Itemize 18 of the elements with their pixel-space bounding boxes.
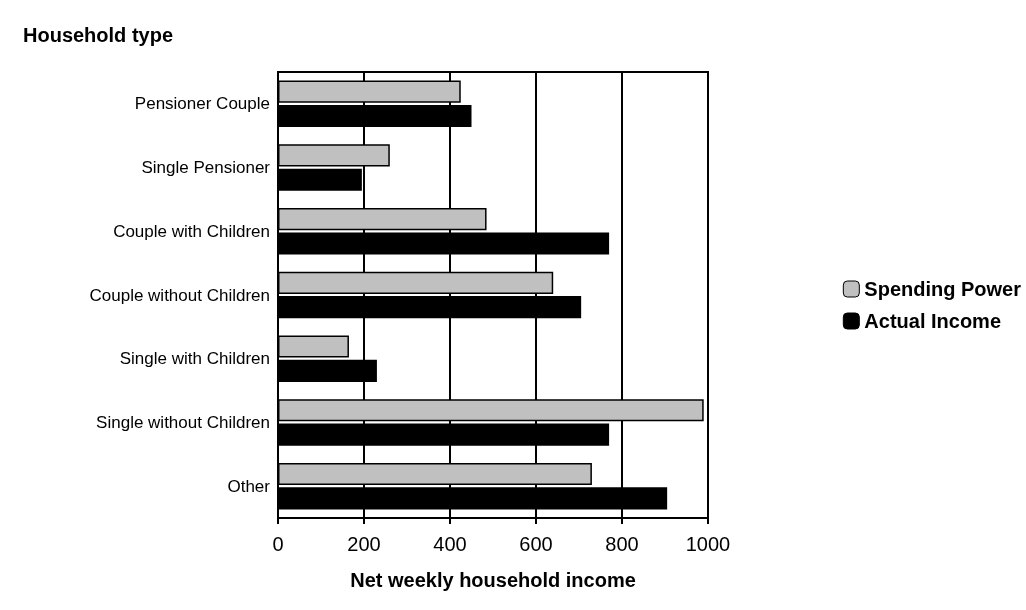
y-tick-label: Other: [227, 476, 271, 496]
y-tick-label: Couple with Children: [113, 221, 270, 241]
x-tick-label: 1000: [685, 533, 731, 555]
y-tick-label: Single Pensioner: [141, 158, 271, 178]
x-tick-label: 200: [347, 533, 381, 555]
x-axis-title: Net weekly household income: [350, 569, 636, 591]
x-tick-label: 800: [605, 533, 639, 555]
legend-label: Actual Income: [864, 310, 1002, 332]
y-tick-label: Couple without Children: [89, 285, 270, 305]
legend-label: Spending Power: [864, 278, 1022, 300]
y-axis-title: Household type: [23, 24, 174, 46]
y-tick-label: Single without Children: [96, 412, 270, 432]
y-tick-label: Pensioner Couple: [134, 94, 270, 114]
x-tick-label: 400: [433, 533, 467, 555]
y-tick-label: Single with Children: [119, 349, 270, 369]
x-tick-label: 0: [272, 533, 284, 555]
x-tick-label: 600: [519, 533, 553, 555]
bar: [278, 335, 349, 358]
